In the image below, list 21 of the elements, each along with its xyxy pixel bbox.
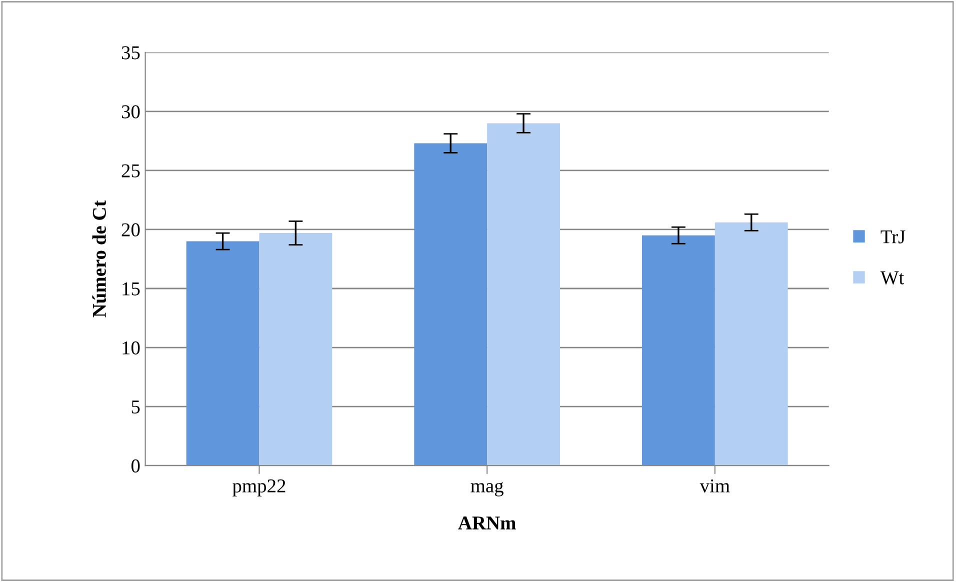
bar bbox=[259, 233, 332, 466]
x-tick-label: mag bbox=[470, 482, 504, 496]
bar bbox=[714, 222, 788, 466]
y-tick-label: 30 bbox=[122, 105, 140, 118]
y-tick-label: 0 bbox=[131, 459, 140, 473]
y-tick-label: 20 bbox=[122, 223, 140, 236]
y-tick-label: 5 bbox=[132, 400, 140, 414]
y-axis-title: Número de Ct bbox=[92, 200, 106, 318]
bar bbox=[186, 241, 260, 466]
y-tick-label: 25 bbox=[122, 164, 140, 178]
legend-label: Wt bbox=[880, 271, 904, 284]
y-tick-label: 10 bbox=[122, 341, 140, 354]
x-axis-title: ARNm bbox=[458, 516, 516, 530]
legend-label: TrJ bbox=[880, 230, 906, 244]
x-tick-label: vim bbox=[700, 479, 730, 492]
x-tick-label: pmp22 bbox=[232, 479, 286, 496]
bar bbox=[414, 143, 488, 466]
y-tick-label: 35 bbox=[122, 46, 140, 60]
bar bbox=[642, 235, 715, 466]
y-tick-label: 15 bbox=[122, 282, 140, 296]
bar bbox=[487, 123, 560, 466]
